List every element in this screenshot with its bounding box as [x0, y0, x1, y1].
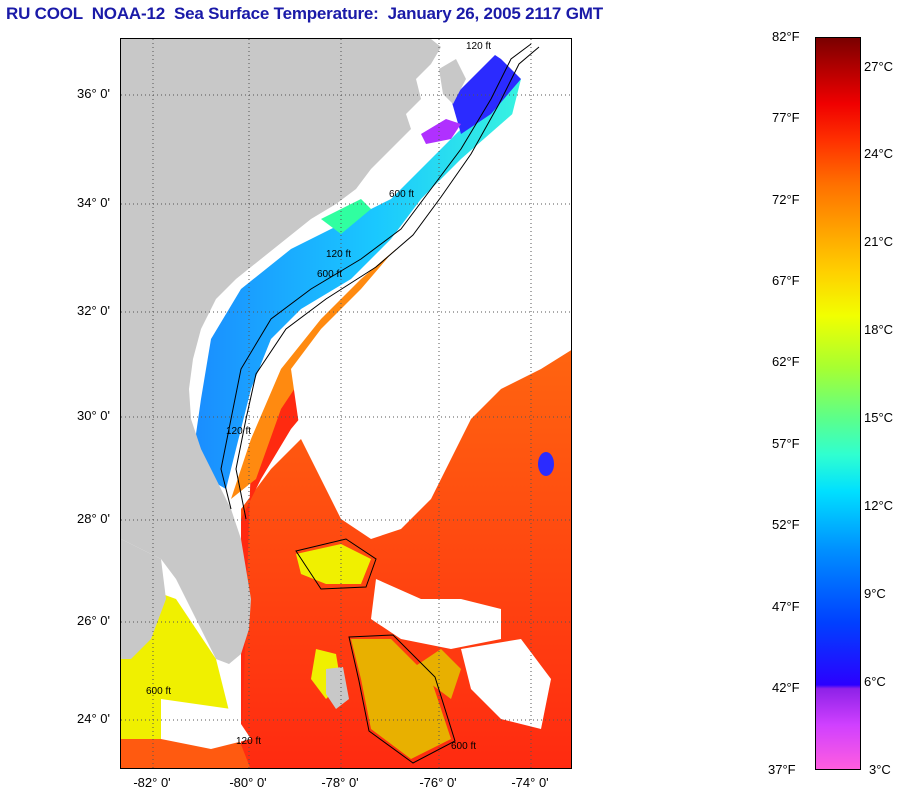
colorbar-c-6: 6°C — [864, 674, 886, 689]
colorbar-f-82: 82°F — [772, 29, 800, 44]
contour-label: 120 ft — [326, 249, 351, 260]
sst-map-graphic: 120 ft 600 ft 120 ft 600 ft 120 ft 600 f… — [121, 39, 571, 768]
cloud-south-bahamas — [371, 579, 501, 649]
colorbar-f-37: 37°F — [768, 762, 796, 777]
sst-map: 120 ft 600 ft 120 ft 600 ft 120 ft 600 f… — [120, 38, 572, 769]
contour-label: 120 ft — [466, 41, 491, 52]
outer-banks-land — [439, 59, 466, 104]
colorbar-c-12: 12°C — [864, 498, 894, 513]
isobath-600ft — [235, 46, 540, 520]
isobath-bahamas — [295, 538, 377, 590]
colorbar-f-67: 67°F — [772, 273, 800, 288]
colorbar-c-18: 18°C — [864, 322, 894, 337]
land-florida-keys — [121, 539, 166, 659]
lon-label-74: -74° 0' — [511, 775, 549, 790]
colorbar-f-72: 72°F — [772, 192, 800, 207]
lon-label-80: -80° 0' — [229, 775, 267, 790]
lon-label-76: -76° 0' — [419, 775, 457, 790]
colorbar-f-47: 47°F — [772, 599, 800, 614]
lat-label-34: 34° 0' — [77, 195, 110, 210]
lat-label-26: 26° 0' — [77, 613, 110, 628]
colorbar-c-27: 27°C — [864, 59, 894, 74]
bahama-bank-east — [411, 649, 461, 699]
land-southeast-us — [121, 39, 441, 664]
cloud-southwest — [161, 699, 251, 749]
colorbar-c-15: 15°C — [864, 410, 894, 425]
lon-label-82: -82° 0' — [133, 775, 171, 790]
lat-label-36: 36° 0' — [77, 86, 110, 101]
colorbar-f-42: 42°F — [772, 680, 800, 695]
bahama-bank-south — [351, 639, 451, 759]
temperature-colorbar — [815, 37, 861, 770]
cold-eddy — [538, 452, 554, 476]
cloud-main — [291, 129, 571, 539]
lon-label-78: -78° 0' — [321, 775, 359, 790]
colorbar-c-21: 21°C — [864, 234, 894, 249]
contour-label: 600 ft — [317, 269, 342, 280]
colorbar-f-62: 62°F — [772, 354, 800, 369]
contour-label: 120 ft — [226, 426, 251, 437]
contour-label: 600 ft — [451, 741, 476, 752]
green-coastal-water — [321, 199, 371, 234]
contour-label: 600 ft — [146, 686, 171, 697]
lat-label-28: 28° 0' — [77, 511, 110, 526]
colorbar-f-57: 57°F — [772, 436, 800, 451]
island-andros — [326, 667, 349, 709]
pamlico-sound-water — [421, 119, 461, 144]
contour-label: 600 ft — [389, 189, 414, 200]
colorbar-f-52: 52°F — [772, 517, 800, 532]
bahama-bank-north — [296, 544, 371, 584]
colorbar-c-3: 3°C — [869, 762, 891, 777]
lat-label-30: 30° 0' — [77, 408, 110, 423]
lat-label-24: 24° 0' — [77, 711, 110, 726]
isobath-120ft — [220, 43, 532, 510]
contour-label: 120 ft — [236, 736, 261, 747]
cloud-northeast — [471, 39, 571, 139]
cloud-southeast — [461, 639, 551, 729]
isobath-bahamas-south — [348, 634, 456, 764]
map-title: RU COOL NOAA-12 Sea Surface Temperature:… — [6, 4, 603, 23]
isobath-contours — [220, 43, 540, 764]
colorbar-f-77: 77°F — [772, 110, 800, 125]
graticule — [121, 39, 571, 768]
lat-label-32: 32° 0' — [77, 303, 110, 318]
colorbar-c-9: 9°C — [864, 586, 886, 601]
colorbar-c-24: 24°C — [864, 146, 894, 161]
